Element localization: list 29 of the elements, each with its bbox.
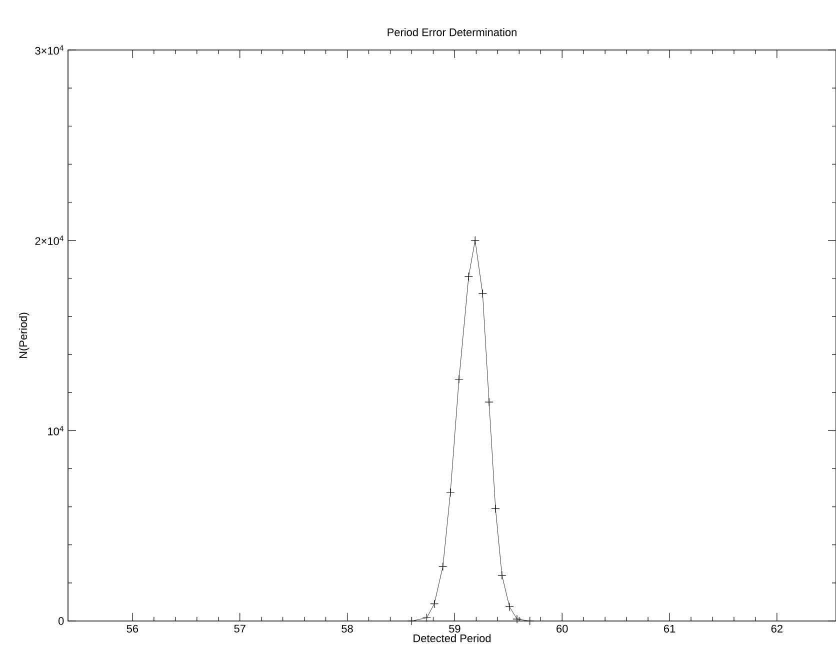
point [505,602,514,611]
y-tick-label: 2×10$^{4}$ [35,236,64,245]
point [430,600,439,608]
point [470,236,480,245]
point [491,504,500,513]
point [526,616,534,626]
y-tick-label: 10$^{4}$ [48,426,64,436]
y-axis-title: N(Period) [18,312,30,358]
point [464,272,473,281]
point [498,571,506,580]
x-tick-label: 58 [342,624,353,633]
x-tick-label: 60 [556,624,568,633]
chart-title: Period Error Determination [388,28,516,36]
point [407,616,416,626]
y-tick-label: 0 [58,617,64,625]
x-tick-label: 62 [771,624,782,633]
point [422,613,432,622]
point [512,614,522,624]
x-tick-label: 57 [234,624,246,632]
x-tick-label: 61 [664,624,676,633]
y-tick-label: 3×10$^{4}$ [35,45,64,55]
point [446,488,455,497]
point [438,562,448,571]
point [478,289,487,298]
x-tick-label: 56 [126,624,138,633]
point [484,398,494,406]
point [454,374,464,384]
x-tick-label: 59 [449,624,460,633]
x-axis-title: Detected Period [414,634,491,642]
